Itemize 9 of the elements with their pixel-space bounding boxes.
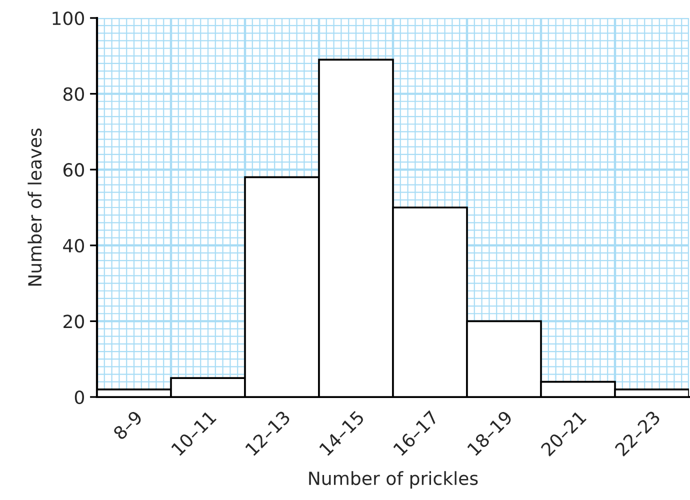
y-tick-label: 60: [63, 163, 84, 177]
y-tick-label: 100: [52, 11, 84, 26]
y-tick-label: 20: [64, 314, 84, 328]
x-axis-title: Number of prickles: [309, 471, 478, 489]
y-tick-label: 0: [74, 390, 84, 404]
y-tick-label: 40: [63, 238, 84, 253]
y-axis-title: Number of leaves: [28, 128, 42, 286]
x-tick-label: 8–9: [112, 410, 143, 440]
y-tick-label: 80: [63, 87, 84, 101]
